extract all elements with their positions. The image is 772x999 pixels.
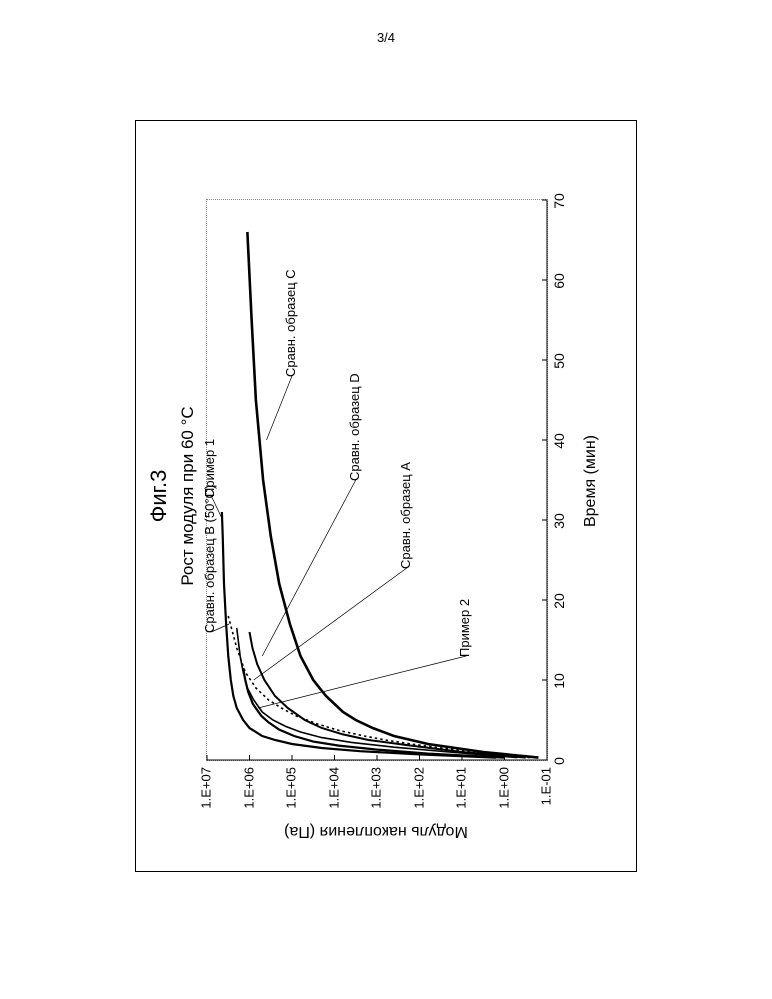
x-tick: 30 — [551, 513, 567, 529]
series-curve — [228, 616, 530, 758]
leader-line — [267, 376, 293, 440]
y-tick: 1.E+00 — [496, 767, 511, 809]
series-label: Сравн. образец A — [398, 462, 413, 569]
y-tick: 1.E+04 — [326, 767, 341, 809]
series-label: Сравн. образец C — [283, 269, 298, 377]
leader-line — [258, 656, 466, 708]
x-axis-label: Время (мин) — [582, 201, 600, 761]
page: 3/4 Фиг.3 Рост модуля при 60 °C Время (м… — [0, 0, 772, 999]
chart-rotation-wrapper: Фиг.3 Рост модуля при 60 °C Время (мин) … — [136, 121, 636, 871]
x-tick: 20 — [551, 593, 567, 609]
x-tick: 60 — [551, 273, 567, 289]
series-curve — [250, 632, 526, 758]
x-tick: 0 — [551, 757, 567, 765]
series-label: Сравн. образец B (50°C) — [202, 485, 217, 633]
series-label: Сравн. образец D — [347, 373, 362, 481]
y-tick: 1.E+05 — [284, 767, 299, 809]
chart-title: Рост модуля при 60 °C — [178, 121, 198, 871]
x-tick: 50 — [551, 353, 567, 369]
y-tick: 1.E+06 — [241, 767, 256, 809]
leader-line — [254, 568, 407, 680]
y-tick: 1.E+02 — [411, 767, 426, 809]
y-tick: 1.E+01 — [454, 767, 469, 809]
y-tick: 1.E-01 — [539, 767, 554, 805]
y-axis-label: Модуль накопления (Па) — [206, 821, 546, 841]
figure-frame: Фиг.3 Рост модуля при 60 °C Время (мин) … — [135, 120, 637, 872]
x-tick: 10 — [551, 673, 567, 689]
y-tick: 1.E+07 — [199, 767, 214, 809]
series-label: Пример 2 — [457, 599, 472, 657]
figure-label: Фиг.3 — [146, 121, 172, 871]
x-tick: 70 — [551, 193, 567, 209]
chart-canvas: Фиг.3 Рост модуля при 60 °C Время (мин) … — [136, 121, 636, 871]
page-number: 3/4 — [0, 30, 772, 45]
plot-svg — [207, 200, 547, 760]
y-tick: 1.E+03 — [369, 767, 384, 809]
plot-area — [206, 199, 548, 761]
x-tick: 40 — [551, 433, 567, 449]
